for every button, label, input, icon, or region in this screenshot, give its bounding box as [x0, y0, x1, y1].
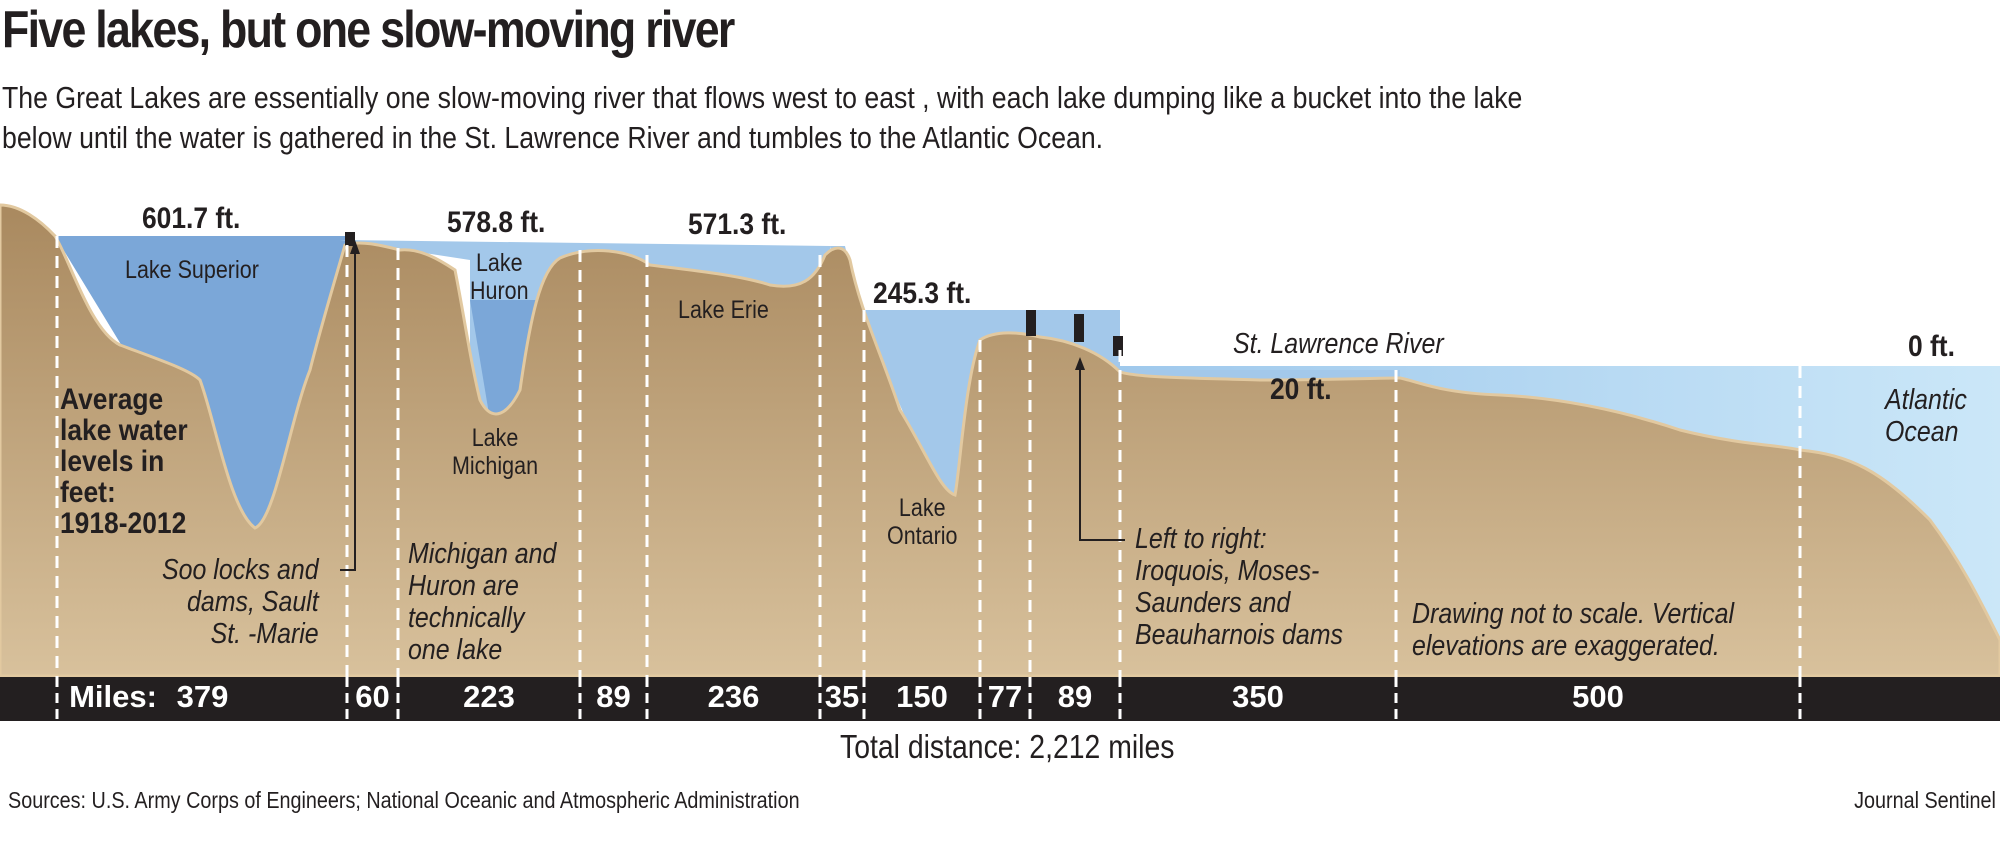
miles-bar	[0, 677, 2000, 721]
soo-locks-dam	[345, 232, 355, 246]
miles-huron: 223	[463, 679, 515, 714]
miles-dams: 89	[1057, 679, 1093, 714]
miles-gulf: 500	[1572, 679, 1624, 714]
miles-st-lawrence: 350	[1232, 679, 1284, 714]
st-lawrence-label: St. Lawrence River	[1233, 328, 1444, 360]
page-title: Five lakes, but one slow-moving river	[2, 1, 735, 59]
soo-arrow-icon	[350, 240, 360, 254]
total-distance: Total distance: 2,212 miles	[840, 728, 1175, 765]
beauharnois-dam	[1113, 336, 1123, 356]
elevation-profile	[0, 203, 2000, 725]
michigan-huron-note: Michigan and Huron are technically one lake	[408, 538, 557, 666]
miles-superior: 379	[176, 679, 229, 714]
lake-huron-label: Lake Huron	[470, 249, 529, 305]
huron-elevation: 578.8 ft.	[447, 206, 546, 239]
credit: Journal Sentinel	[1854, 787, 1996, 813]
soo-locks-note: Soo locks and dams, Sault St. -Marie	[162, 554, 319, 650]
ocean-elevation: 0 ft.	[1908, 330, 1955, 363]
st-lawrence-elevation: 20 ft.	[1270, 373, 1332, 406]
ontario-elevation: 245.3 ft.	[873, 277, 972, 310]
miles-niagara: 35	[824, 679, 860, 714]
superior-elevation: 601.7 ft.	[142, 202, 241, 235]
land-profile	[0, 203, 2000, 678]
erie-ontario-water	[860, 310, 1060, 500]
subtitle: The Great Lakes are essentially one slow…	[2, 80, 1523, 155]
average-levels-note: Average lake water levels in feet: 1918-2012	[60, 383, 188, 540]
callout-lines	[340, 245, 1125, 571]
lake-ontario-label: Lake Ontario	[887, 494, 958, 550]
atlantic-ocean-label: Atlantic Ocean	[1885, 384, 1967, 448]
erie-elevation: 571.3 ft.	[688, 208, 787, 241]
sources: Sources: U.S. Army Corps of Engineers; N…	[8, 787, 800, 813]
miles-soo: 60	[355, 679, 390, 714]
dams-note: Left to right: Iroquois, Moses- Saunders a…	[1135, 523, 1343, 651]
scale-note: Drawing not to scale. Vertical elevations…	[1412, 598, 1735, 662]
lake-superior-label: Lake Superior	[125, 256, 259, 284]
iroquois-dam	[1026, 310, 1036, 336]
miles-label: Miles:	[69, 679, 157, 714]
lake-michigan-label: Lake Michigan	[452, 424, 539, 480]
dams-arrow-icon	[1075, 357, 1085, 370]
lake-erie-label: Lake Erie	[678, 296, 769, 324]
segment-dividers	[55, 236, 1802, 725]
miles-segment-77: 77	[987, 679, 1023, 714]
moses-saunders-dam	[1074, 314, 1084, 342]
miles-erie: 236	[707, 679, 760, 714]
miles-ontario: 150	[896, 679, 948, 714]
miles-st-clair: 89	[596, 679, 631, 714]
